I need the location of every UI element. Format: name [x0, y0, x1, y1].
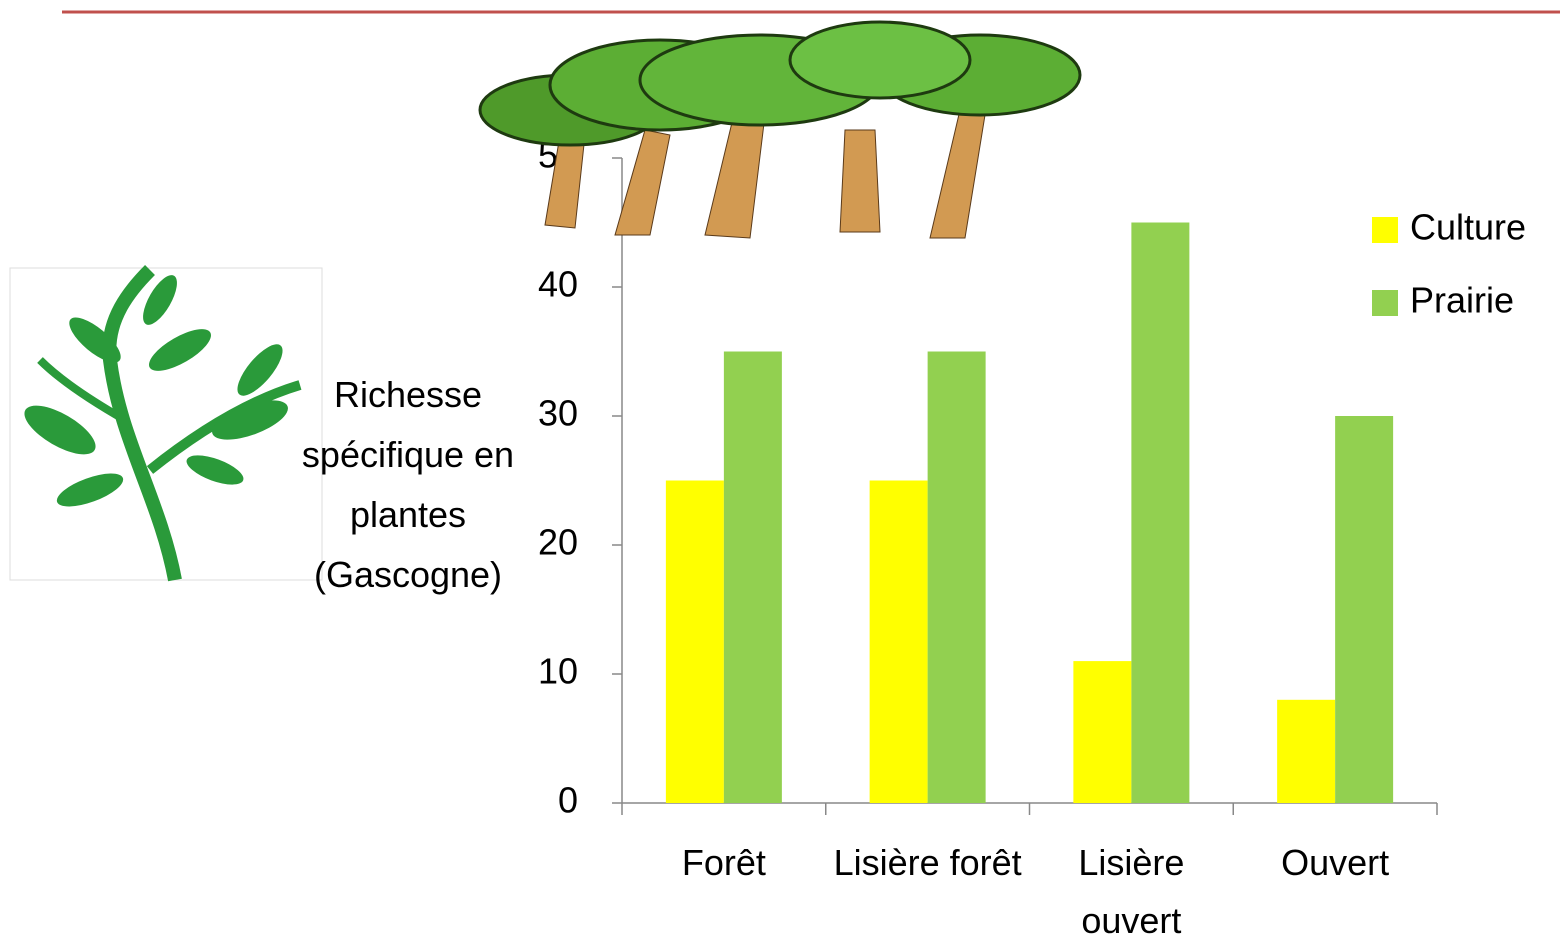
y-tick-label: 30 — [538, 393, 578, 434]
plot: 01020304050CulturePrairie — [538, 135, 1526, 821]
legend-label: Prairie — [1410, 280, 1514, 321]
plant-icon — [9, 265, 323, 582]
bar — [1073, 661, 1132, 803]
x-tick-label: Lisière ouvert — [1078, 842, 1185, 941]
y-tick-label: 40 — [538, 264, 578, 305]
x-tick-label: Lisière forêt — [833, 842, 1022, 883]
bar — [927, 351, 986, 803]
legend-swatch — [1372, 290, 1398, 316]
x-tick-label: Ouvert — [1281, 842, 1390, 883]
x-tick-label: Forêt — [681, 842, 766, 883]
y-tick-label: 10 — [538, 651, 578, 692]
bar — [1335, 416, 1394, 803]
y-tick-label: 20 — [538, 522, 578, 563]
legend-label: Culture — [1410, 207, 1526, 248]
bar — [1131, 222, 1190, 803]
bar — [1277, 699, 1336, 803]
bar — [869, 480, 928, 803]
y-axis-label: Richesse spécifique en plantes (Gascogne… — [301, 374, 515, 595]
bar — [665, 480, 724, 803]
trees-illustration — [478, 20, 1082, 239]
bar — [723, 351, 782, 803]
legend-swatch — [1372, 217, 1398, 243]
y-tick-label: 0 — [558, 780, 578, 821]
